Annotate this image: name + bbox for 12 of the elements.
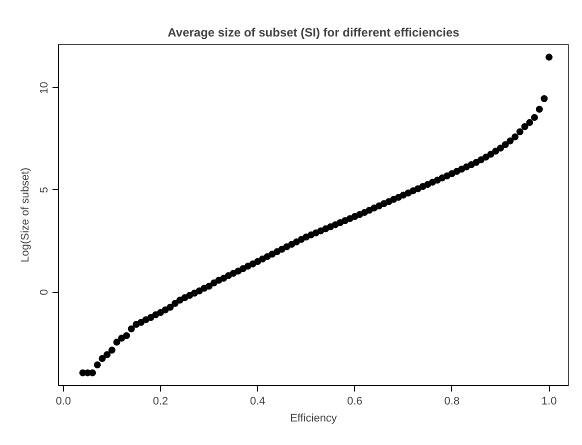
y-axis-title: Log(Size of subset): [20, 168, 32, 262]
x-axis-title: Efficiency: [290, 412, 338, 424]
x-tick-label: 0.6: [347, 396, 362, 408]
y-tick-label: 0: [38, 289, 50, 296]
chart-title: Average size of subset (SI) for different efficiencies: [168, 26, 460, 40]
y-tick-label: 5: [38, 186, 50, 194]
x-tick-label: 1.0: [541, 396, 557, 408]
x-tick-label: 0.8: [444, 396, 460, 408]
x-tick-label: 0.4: [250, 396, 266, 408]
x-tick-label: 0.0: [56, 396, 72, 408]
y-tick-label: 10: [38, 82, 50, 94]
x-tick-label: 0.2: [152, 396, 168, 408]
